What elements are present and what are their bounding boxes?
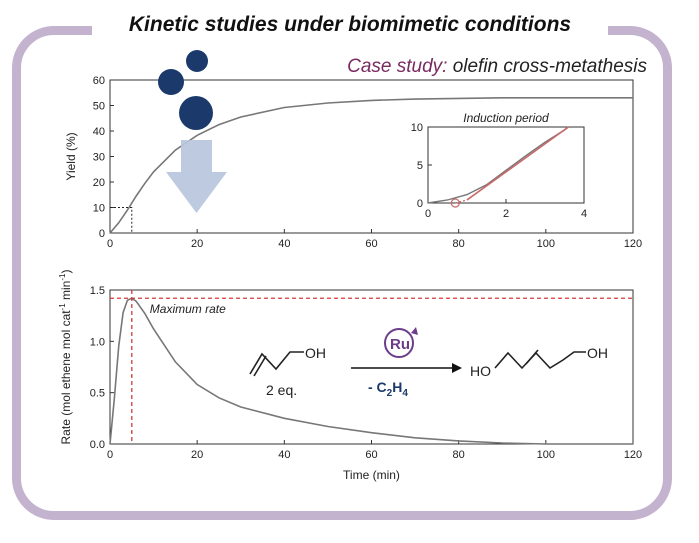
yield-xtick-label: 120 [624,238,642,250]
page-title: Kinetic studies under biomimetic conditi… [92,6,608,46]
yield-ytick-label: 30 [93,152,105,164]
inset-induction-marker [450,198,460,208]
yield-ytick-label: 0 [99,228,105,240]
reaction-arrowhead-icon [452,363,462,373]
rate-series-line [109,297,633,445]
inset-title: Induction period [463,111,549,125]
rate-xlabel: Time (min) [343,468,400,482]
case-study-prefix: Case study: [347,56,448,77]
yield-series-line [109,97,633,234]
yield-xtick-label: 60 [365,238,377,250]
reactant-amount: 2 eq. [266,382,297,398]
catalyst-bubbles [158,50,227,213]
rate-xtick-label: 120 [624,449,642,461]
reaction-scheme: OH 2 eq. Ru - C2H4 HO OH [249,327,608,399]
reactant-oh: OH [305,345,326,361]
catalyst-label: Ru [390,336,410,353]
bubble-medium [158,69,184,95]
case-study-label: Case study: olefin cross-metathesis [347,56,647,78]
rate-xtick-label: 0 [107,449,113,461]
max-rate-label: Maximum rate [150,302,226,316]
double-bond [253,355,267,377]
rate-ytick-label: 0.5 [90,388,105,400]
product-ho: HO [470,363,491,379]
product-structure [494,351,586,370]
inset-ytick-label: 10 [411,122,423,134]
inset-xtick-label: 0 [425,208,431,220]
inset-ytick-label: 5 [417,160,423,172]
rate-xtick-label: 60 [365,449,377,461]
catalyst-cycle-icon [411,327,418,335]
inset-fit-line [466,126,569,201]
inset-xtick-label: 2 [503,208,509,220]
yield-xtick-label: 0 [107,238,113,250]
inset-xtick-label: 4 [581,208,587,220]
yield-guide-dashed [110,207,133,233]
yield-ytick-label: 10 [93,203,105,215]
rate-xtick-label: 20 [191,449,203,461]
yield-ytick-label: 50 [93,101,105,113]
inset-ytick-label: 0 [417,198,423,210]
catalyst-circle [384,328,414,358]
bubble-large [179,96,213,130]
case-study-topic: olefin cross-metathesis [447,56,647,77]
yield-xtick-label: 100 [537,238,555,250]
product-double-bond [525,349,539,365]
yield-xtick-label: 20 [191,238,203,250]
yield-xtick-label: 80 [453,238,465,250]
rate-xtick-label: 100 [537,449,555,461]
inset-background [428,127,584,203]
rate-ytick-label: 1.5 [90,285,105,297]
rate-chart: 0 20 40 60 80 100 120 0.0 0.5 1.0 1.5 Maximum rate T… [58,270,642,482]
yield-ytick-label: 40 [93,126,105,138]
allyl-alcohol-structure [249,351,304,375]
rate-xtick-label: 40 [278,449,290,461]
yield-xtick-label: 40 [278,238,290,250]
product-oh: OH [587,345,608,361]
yield-ytick-label: 60 [93,75,105,87]
induction-inset: 0 2 4 0 5 10 Induction period [411,111,587,220]
rate-ytick-label: 1.0 [90,336,105,348]
bubble-small [186,50,208,72]
byproduct-label: - C2H4 [368,379,408,399]
rate-ytick-label: 0.0 [90,439,105,451]
rate-xtick-label: 80 [453,449,465,461]
yield-ytick-label: 20 [93,177,105,189]
down-arrow-icon [166,140,227,213]
rate-ylabel: Rate (mol ethene mol cat-1 min-1) [58,270,73,445]
yield-ylabel: Yield (%) [64,132,78,180]
